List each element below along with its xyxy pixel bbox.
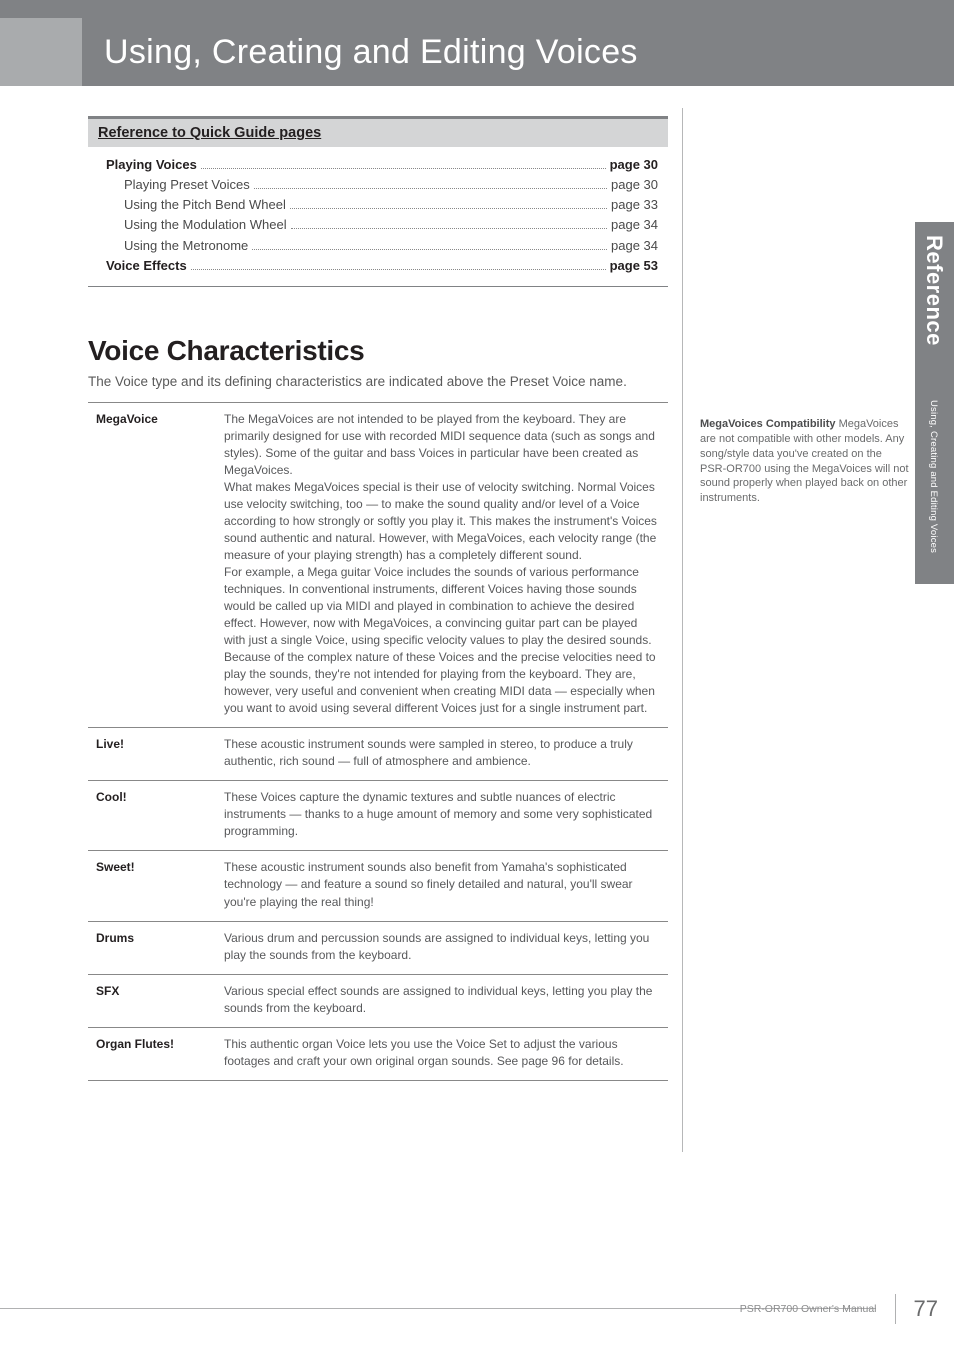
table-row: DrumsVarious drum and percussion sounds … bbox=[88, 921, 668, 974]
table-row: SFXVarious special effect sounds are ass… bbox=[88, 974, 668, 1027]
reference-page: page 30 bbox=[610, 155, 658, 175]
section-title: Voice Characteristics bbox=[88, 335, 668, 367]
footer-text: PSR-OR700 Owner's Manual bbox=[740, 1303, 877, 1315]
table-row: Cool!These Voices capture the dynamic te… bbox=[88, 781, 668, 851]
reference-line: Using the Pitch Bend Wheel page 33 bbox=[106, 195, 658, 215]
voice-description: Various special effect sounds are assign… bbox=[218, 974, 668, 1027]
voice-description: The MegaVoices are not intended to be pl… bbox=[218, 402, 668, 728]
reference-label: Playing Voices bbox=[106, 155, 197, 175]
reference-line: Voice Effects page 53 bbox=[106, 256, 658, 276]
top-bar bbox=[0, 0, 954, 18]
footer: PSR-OR700 Owner's Manual 77 bbox=[0, 1289, 954, 1329]
voice-name: Sweet! bbox=[88, 851, 218, 921]
voice-characteristics-table: MegaVoiceThe MegaVoices are not intended… bbox=[88, 402, 668, 1081]
leader-dots bbox=[191, 269, 606, 270]
voice-description: These acoustic instrument sounds also be… bbox=[218, 851, 668, 921]
voice-name: Live! bbox=[88, 728, 218, 781]
voice-name: Drums bbox=[88, 921, 218, 974]
voice-description: This authentic organ Voice lets you use … bbox=[218, 1027, 668, 1080]
reference-line: Using the Modulation Wheel page 34 bbox=[106, 215, 658, 235]
side-note-title: MegaVoices Compatibility bbox=[700, 418, 836, 430]
reference-box-header: Reference to Quick Guide pages bbox=[88, 119, 668, 147]
reference-line: Using the Metronome page 34 bbox=[106, 236, 658, 256]
reference-label: Voice Effects bbox=[106, 256, 187, 276]
side-tab-main: Reference bbox=[921, 235, 947, 346]
reference-page: page 34 bbox=[611, 236, 658, 256]
table-row: Organ Flutes!This authentic organ Voice … bbox=[88, 1027, 668, 1080]
footer-page-number: 77 bbox=[914, 1296, 938, 1322]
reference-label: Playing Preset Voices bbox=[124, 175, 250, 195]
reference-label: Using the Metronome bbox=[124, 236, 248, 256]
leader-dots bbox=[254, 188, 607, 189]
reference-page: page 34 bbox=[611, 215, 658, 235]
reference-page: page 53 bbox=[610, 256, 658, 276]
reference-page: page 33 bbox=[611, 195, 658, 215]
reference-line: Playing Voices page 30 bbox=[106, 155, 658, 175]
reference-page: page 30 bbox=[611, 175, 658, 195]
voice-description: These Voices capture the dynamic texture… bbox=[218, 781, 668, 851]
side-note: MegaVoices Compatibility MegaVoices are … bbox=[700, 417, 910, 506]
table-row: MegaVoiceThe MegaVoices are not intended… bbox=[88, 402, 668, 728]
reference-label: Using the Modulation Wheel bbox=[124, 215, 287, 235]
voice-description: These acoustic instrument sounds were sa… bbox=[218, 728, 668, 781]
voice-description: Various drum and percussion sounds are a… bbox=[218, 921, 668, 974]
reference-box: Reference to Quick Guide pages Playing V… bbox=[88, 116, 668, 287]
main-content: Reference to Quick Guide pages Playing V… bbox=[88, 108, 668, 1081]
side-tab-sub: Using, Creating and Editing Voices bbox=[928, 400, 939, 553]
voice-name: SFX bbox=[88, 974, 218, 1027]
reference-line: Playing Preset Voices page 30 bbox=[106, 175, 658, 195]
leader-dots bbox=[290, 208, 607, 209]
side-note-body: MegaVoices are not compatible with other… bbox=[700, 418, 909, 504]
table-row: Live!These acoustic instrument sounds we… bbox=[88, 728, 668, 781]
chapter-title: Using, Creating and Editing Voices bbox=[104, 33, 638, 72]
voice-name: Organ Flutes! bbox=[88, 1027, 218, 1080]
leader-dots bbox=[201, 168, 606, 169]
reference-label: Using the Pitch Bend Wheel bbox=[124, 195, 286, 215]
chapter-header: Using, Creating and Editing Voices bbox=[82, 18, 954, 86]
left-gutter bbox=[0, 18, 82, 86]
leader-dots bbox=[252, 249, 607, 250]
footer-divider bbox=[895, 1294, 896, 1324]
vertical-divider bbox=[682, 108, 683, 1152]
section-intro: The Voice type and its defining characte… bbox=[88, 373, 668, 392]
voice-name: Cool! bbox=[88, 781, 218, 851]
reference-box-body: Playing Voices page 30Playing Preset Voi… bbox=[88, 147, 668, 287]
leader-dots bbox=[291, 228, 607, 229]
table-row: Sweet!These acoustic instrument sounds a… bbox=[88, 851, 668, 921]
voice-name: MegaVoice bbox=[88, 402, 218, 728]
